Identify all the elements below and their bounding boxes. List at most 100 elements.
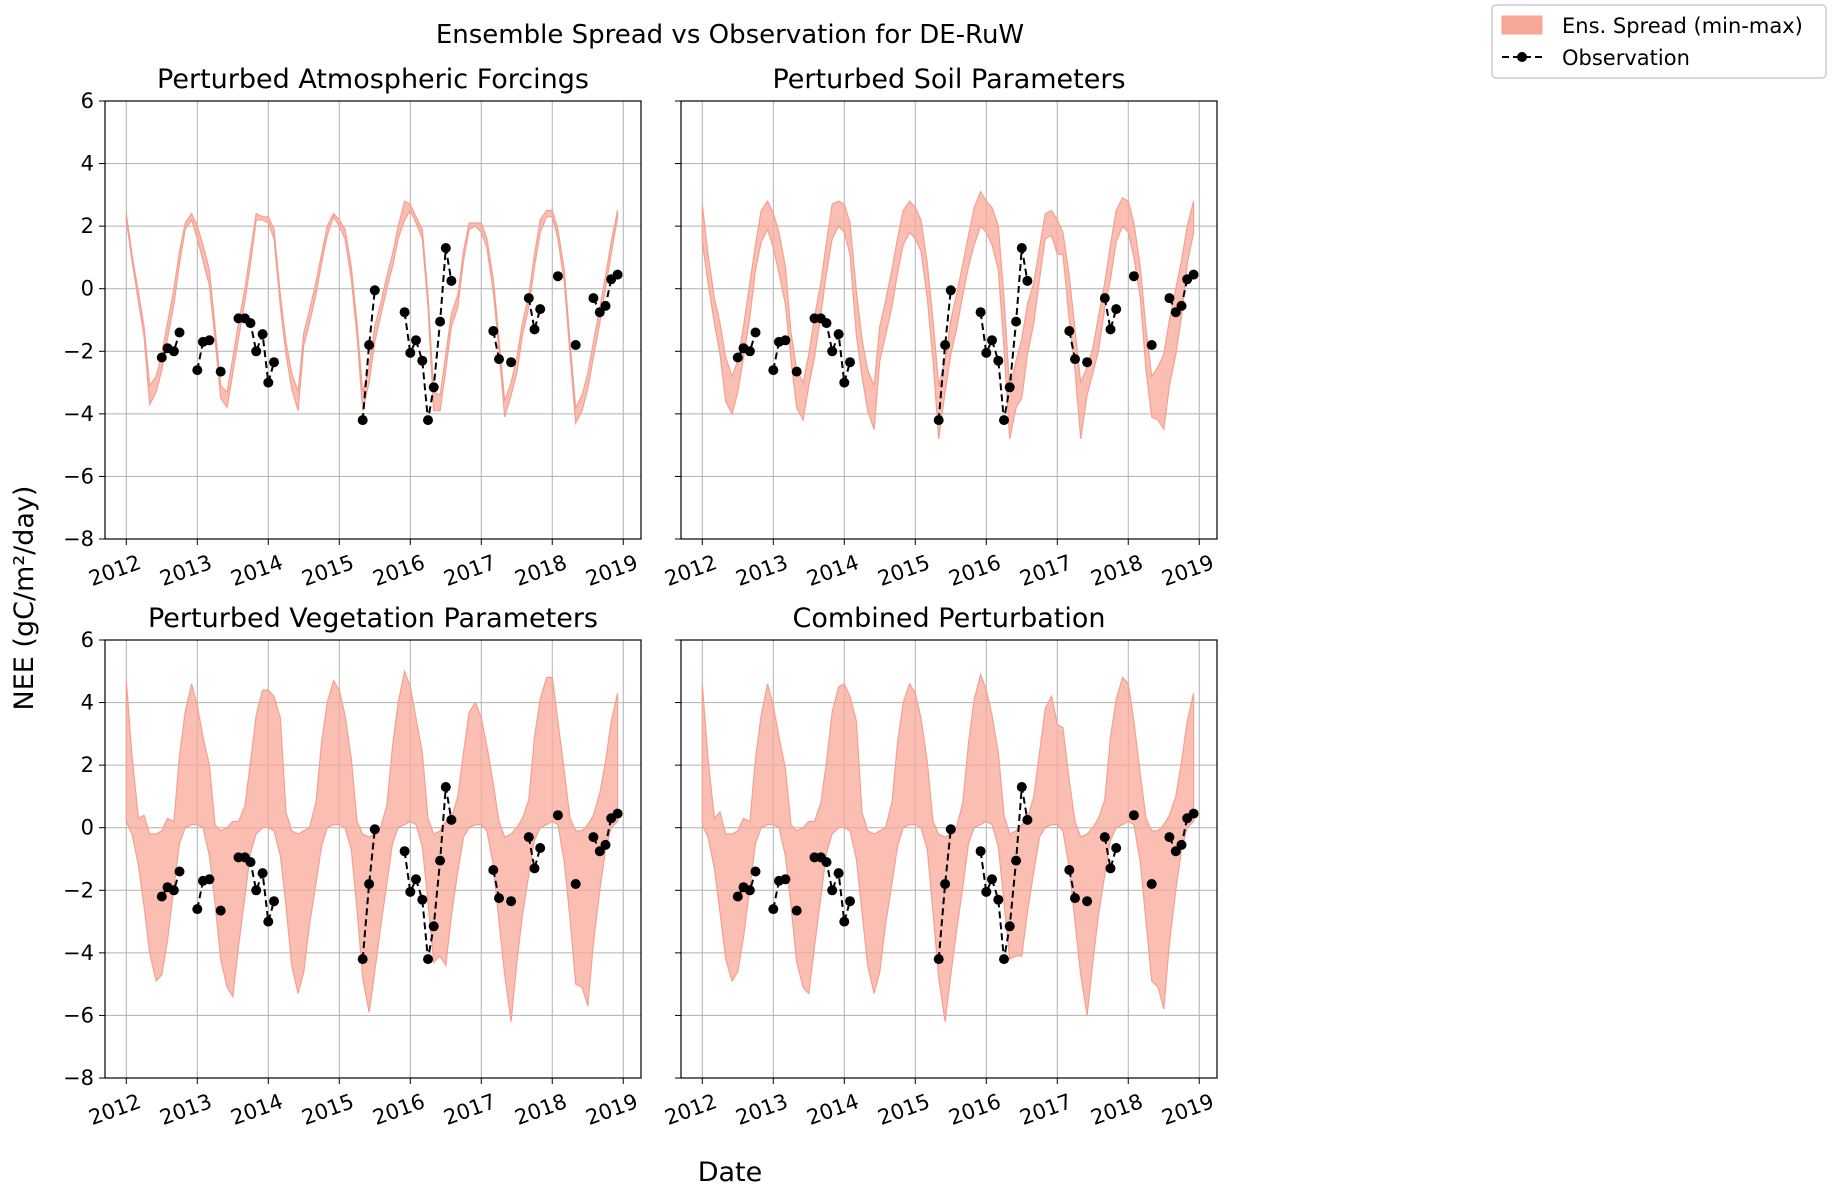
observation-point (1105, 863, 1116, 874)
x-tick-label: 2013 (157, 550, 215, 591)
observation-point (987, 335, 997, 346)
observation-point (780, 335, 791, 346)
observation-point (446, 275, 457, 286)
observation-line (361, 290, 376, 421)
observation-point (269, 896, 279, 907)
observation-point (993, 355, 1004, 366)
observation-point (827, 346, 838, 357)
observation-point (204, 335, 215, 346)
y-tick-label: −2 (63, 339, 94, 363)
observation-point (1004, 921, 1015, 932)
observation-point (1004, 382, 1015, 393)
observation-point (975, 846, 986, 857)
y-tick-label: 4 (81, 152, 94, 176)
observation-point (1070, 354, 1080, 365)
legend-spread-label: Ens. Spread (min-max) (1562, 14, 1803, 38)
observation-point (744, 885, 755, 896)
observation-point (1176, 300, 1187, 311)
x-tick-label: 2017 (1017, 550, 1075, 591)
plot-frame (680, 100, 1218, 540)
x-tick-label: 2017 (441, 1089, 499, 1130)
observation-point (744, 346, 755, 357)
observation-point (1082, 357, 1093, 368)
observation-point (156, 352, 167, 363)
y-tick-label: −8 (63, 527, 94, 551)
observation-point (423, 415, 433, 426)
observation-point (529, 863, 540, 874)
observation-point (192, 904, 203, 915)
observation-point (245, 318, 256, 329)
observation-point (435, 316, 446, 327)
observation-point (215, 366, 226, 377)
ensemble-spread-band (125, 669, 619, 1022)
observation-point (1016, 243, 1027, 253)
x-tick-label: 2012 (86, 1089, 144, 1130)
legend: Ens. Spread (min-max) Observation (1491, 4, 1827, 79)
ensemble-spread-band (125, 200, 619, 426)
observation-line (1103, 836, 1118, 869)
observation-point (1128, 810, 1139, 821)
observation-point (600, 839, 611, 850)
observation-point (204, 874, 215, 885)
observation-point (369, 285, 380, 296)
observation-point (1188, 808, 1199, 819)
y-tick-label: 0 (81, 277, 94, 301)
observation-point (732, 352, 743, 363)
observation-point (364, 879, 375, 889)
observation-line (1103, 297, 1118, 330)
x-tick-label: 2015 (875, 1089, 933, 1130)
observation-line (403, 247, 453, 421)
panel-title: Perturbed Atmospheric Forcings (157, 64, 589, 95)
observation-point (975, 307, 986, 318)
observation-point (588, 293, 599, 304)
observation-point (780, 874, 791, 885)
observation-point (399, 846, 410, 857)
observation-point (357, 954, 368, 965)
x-tick-label: 2014 (228, 1089, 286, 1130)
observation-point (1016, 782, 1027, 792)
observation-point (1011, 855, 1022, 866)
observation-point (405, 347, 416, 358)
observation-point (552, 810, 563, 821)
observation-point (417, 355, 428, 366)
observation-point (1064, 865, 1075, 875)
observation-point (523, 832, 534, 843)
observation-point (552, 271, 563, 282)
observation-point (1176, 839, 1187, 850)
observation-point (845, 896, 855, 907)
observation-point (821, 318, 832, 329)
observation-point (1082, 896, 1093, 907)
observation-point (263, 916, 274, 927)
legend-spread-swatch (1501, 15, 1543, 35)
y-tick-label: 2 (81, 753, 94, 777)
observation-point (791, 905, 802, 916)
observation-point (411, 874, 421, 885)
x-tick-label: 2013 (733, 1089, 791, 1130)
legend-obs-marker (1517, 52, 1527, 62)
x-tick-label: 2013 (733, 550, 791, 591)
observation-point (251, 346, 262, 357)
observation-point (245, 857, 256, 868)
observation-point (1099, 293, 1110, 304)
panel-vegetation: Perturbed Vegetation Parameters 2012 2013 2… (63, 603, 642, 1130)
observation-point (827, 885, 838, 896)
observation-point (940, 879, 951, 889)
observation-point (192, 365, 203, 376)
observation-point (174, 866, 185, 877)
observation-point (940, 340, 951, 350)
observation-point (1188, 269, 1199, 280)
y-tick-label: −2 (63, 878, 94, 902)
y-tick-label: −6 (63, 1003, 94, 1027)
y-tick-label: −4 (63, 402, 94, 426)
observation-point (1164, 293, 1175, 304)
ensemble-spread-band (701, 190, 1195, 440)
observation-point (263, 377, 274, 388)
x-tick-label: 2016 (946, 550, 1004, 591)
y-tick-label: −8 (63, 1066, 94, 1090)
x-tick-label: 2018 (1088, 1089, 1146, 1130)
observation-point (1146, 879, 1157, 889)
observation-point (588, 832, 599, 843)
y-tick-label: 2 (81, 214, 94, 238)
x-tick-label: 2012 (662, 550, 720, 591)
